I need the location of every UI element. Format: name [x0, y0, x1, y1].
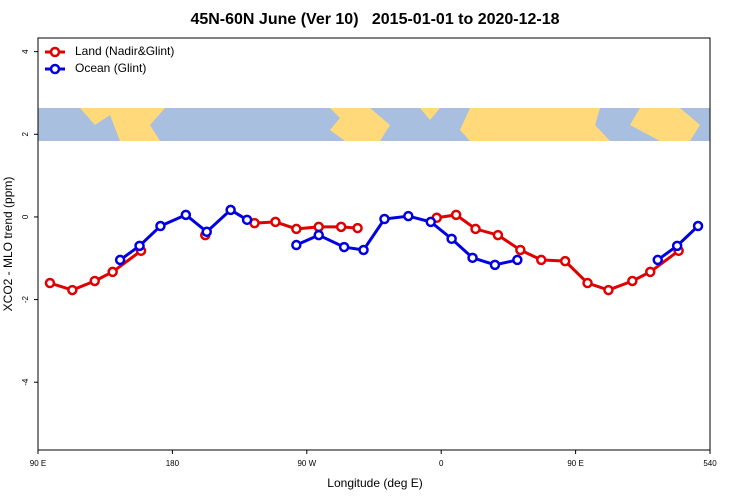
point: [313, 229, 324, 241]
point: [270, 216, 281, 228]
point: [114, 254, 126, 266]
point: [489, 259, 501, 271]
point: [692, 220, 704, 232]
point: [515, 244, 526, 256]
legend-marker: [49, 63, 61, 75]
y-axis-label: XCO2 - MLO trend (ppm): [1, 177, 15, 312]
point: [645, 266, 656, 278]
point: [627, 275, 638, 287]
point: [107, 266, 118, 278]
x-tick-label: 540: [703, 459, 717, 468]
point: [652, 254, 663, 266]
y-tick-label: -4: [21, 378, 30, 386]
point: [512, 254, 523, 266]
point: [335, 221, 347, 233]
point: [379, 213, 390, 225]
x-tick-label: 90 W: [297, 459, 316, 468]
x-tick-label: 0: [439, 459, 444, 468]
point: [467, 252, 478, 264]
point: [225, 204, 236, 216]
point: [450, 209, 462, 221]
point: [470, 223, 481, 235]
legend-label: Land (Nadir&Glint): [75, 44, 174, 58]
y-tick-label: -2: [21, 295, 30, 303]
point: [582, 277, 593, 289]
point: [603, 284, 614, 296]
point: [67, 284, 78, 296]
point: [446, 233, 457, 245]
x-axis-label: Longitude (deg E): [327, 476, 422, 490]
point: [291, 239, 302, 251]
y-tick-label: 2: [21, 132, 30, 137]
x-tick-label: 90 E: [30, 459, 46, 468]
chart-title: 45N-60N June (Ver 10) 2015-01-01 to 2020…: [190, 11, 559, 28]
point: [44, 277, 56, 289]
point: [352, 222, 363, 234]
y-tick-label: 4: [21, 49, 30, 54]
plot-frame: [37, 37, 711, 451]
point: [358, 244, 369, 256]
point: [313, 221, 324, 233]
legend-marker: [49, 46, 61, 58]
legend-label: Ocean (Glint): [75, 61, 146, 75]
point: [403, 210, 414, 222]
point: [425, 216, 436, 228]
point: [338, 241, 350, 253]
point: [89, 275, 100, 287]
point: [671, 240, 683, 252]
point: [134, 240, 145, 252]
point: [291, 223, 302, 235]
point: [559, 255, 571, 267]
point: [492, 229, 504, 241]
x-tick-label: 90 E: [567, 459, 583, 468]
point: [201, 226, 212, 238]
point: [180, 209, 192, 221]
map-strip: [38, 108, 710, 141]
x-tick-label: 180: [166, 459, 180, 468]
y-tick-label: 0: [21, 214, 30, 219]
point: [536, 254, 547, 266]
point: [155, 220, 166, 232]
point: [241, 214, 253, 226]
